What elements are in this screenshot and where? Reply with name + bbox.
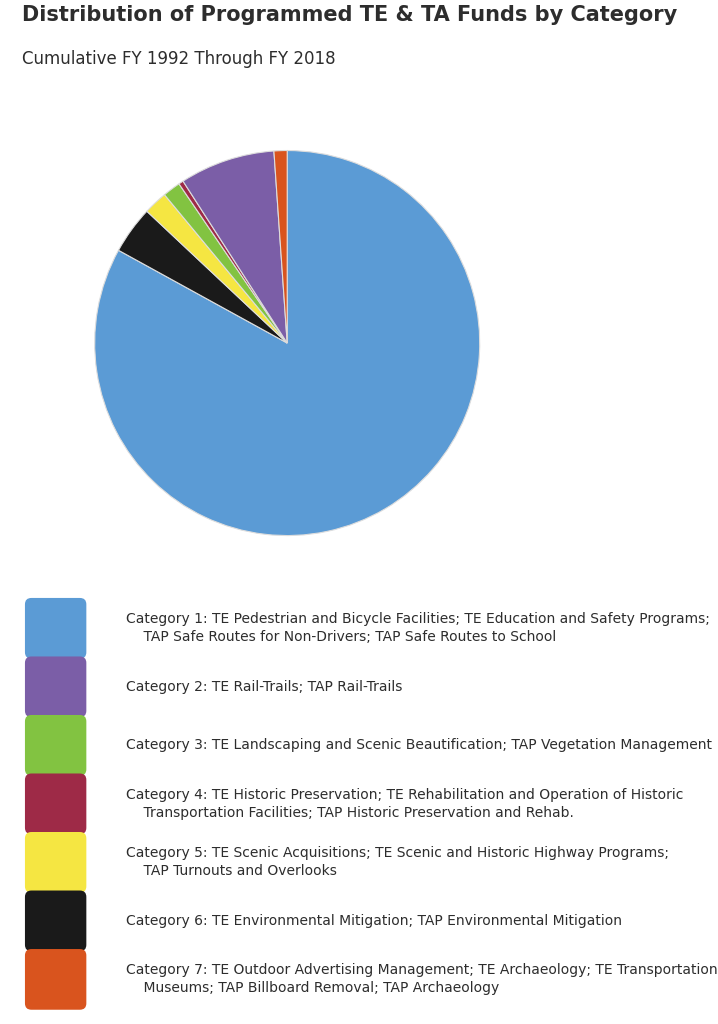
Text: Category 3: TE Landscaping and Scenic Beautification; TAP Vegetation Management: Category 3: TE Landscaping and Scenic Be…: [126, 738, 712, 753]
Text: Category 7: TE Outdoor Advertising Management; TE Archaeology; TE Transportation: Category 7: TE Outdoor Advertising Manag…: [126, 964, 717, 995]
Text: Category 6: TE Environmental Mitigation; TAP Environmental Mitigation: Category 6: TE Environmental Mitigation;…: [126, 913, 622, 928]
Wedge shape: [183, 151, 287, 343]
FancyBboxPatch shape: [25, 773, 86, 835]
Wedge shape: [95, 151, 480, 536]
Wedge shape: [179, 181, 287, 343]
FancyBboxPatch shape: [25, 949, 86, 1010]
Text: Category 5: TE Scenic Acquisitions; TE Scenic and Historic Highway Programs;
   : Category 5: TE Scenic Acquisitions; TE S…: [126, 847, 668, 879]
Wedge shape: [147, 195, 287, 343]
Text: Distribution of Programmed TE & TA Funds by Category: Distribution of Programmed TE & TA Funds…: [22, 5, 677, 26]
FancyBboxPatch shape: [25, 891, 86, 951]
Text: Category 4: TE Historic Preservation; TE Rehabilitation and Operation of Histori: Category 4: TE Historic Preservation; TE…: [126, 787, 683, 820]
Wedge shape: [274, 151, 287, 343]
FancyBboxPatch shape: [25, 656, 86, 717]
FancyBboxPatch shape: [25, 598, 86, 658]
Text: Category 2: TE Rail-Trails; TAP Rail-Trails: Category 2: TE Rail-Trails; TAP Rail-Tra…: [126, 680, 402, 694]
FancyBboxPatch shape: [25, 715, 86, 775]
FancyBboxPatch shape: [25, 833, 86, 893]
Wedge shape: [164, 184, 287, 343]
Text: Category 1: TE Pedestrian and Bicycle Facilities; TE Education and Safety Progra: Category 1: TE Pedestrian and Bicycle Fa…: [126, 612, 709, 644]
Text: Cumulative FY 1992 Through FY 2018: Cumulative FY 1992 Through FY 2018: [22, 50, 335, 69]
Wedge shape: [118, 211, 287, 343]
